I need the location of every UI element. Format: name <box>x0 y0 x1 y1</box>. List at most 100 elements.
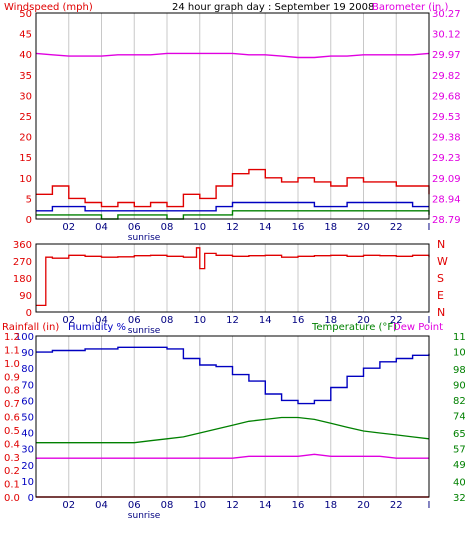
direction-tick-label: 180 <box>13 274 32 285</box>
windspeed-tick-label: 10 <box>19 174 32 185</box>
x-tick-label: 04 <box>95 500 108 511</box>
windspeed-tick-label: 5 <box>26 194 32 205</box>
windspeed-axis-title: Windspeed (mph) <box>4 2 93 13</box>
windspeed-tick-label: 15 <box>19 153 32 164</box>
x-tick-label: 08 <box>161 500 174 511</box>
humidity-tick-label: 10 <box>21 477 34 488</box>
barometer-tick-label: 29.97 <box>432 50 461 61</box>
windspeed-tick-label: 40 <box>19 50 32 61</box>
frame-layer <box>35 12 430 498</box>
barometer-tick-label: 28.94 <box>432 194 461 205</box>
temperature-tick-label: 57 <box>453 445 465 456</box>
humidity-tick-label: 80 <box>21 364 34 375</box>
plot-frame <box>35 335 430 498</box>
windspeed-tick-label: 45 <box>19 30 32 41</box>
x-tick-label: 20 <box>357 222 370 233</box>
rainfall-tick-label: 0.5 <box>4 426 20 437</box>
x-tick-label: 10 <box>193 500 206 511</box>
x-tick-label: I <box>428 222 431 233</box>
humidity-tick-label: 70 <box>21 380 34 391</box>
rainfall-tick-label: 0.0 <box>4 493 20 504</box>
temperature-tick-label: 49 <box>453 460 465 471</box>
humidity-tick-label: 90 <box>21 348 34 359</box>
windspeed-tick-label: 30 <box>19 91 32 102</box>
rainfall-tick-label: 0.9 <box>4 372 20 383</box>
direction-tick-label: 270 <box>13 257 32 268</box>
x-tick-label: 02 <box>62 222 75 233</box>
temperature-tick-label: 74 <box>453 412 465 423</box>
windspeed-tick-label: 50 <box>19 9 32 20</box>
dew-point-series-line <box>36 453 429 459</box>
temperature-tick-label: 115 <box>453 332 465 343</box>
rainfall-tick-label: 1.2 <box>4 332 20 343</box>
x-tick-label: 12 <box>226 315 239 326</box>
x-tick-label: 14 <box>259 222 272 233</box>
compass-tick-label: W <box>437 255 448 268</box>
windspeed-tick-label: 0 <box>26 215 32 226</box>
wind-direction-series-line <box>36 247 430 307</box>
barometer-tick-label: 29.68 <box>432 91 461 102</box>
x-tick-label: 04 <box>95 222 108 233</box>
humidity-tick-label: 40 <box>21 429 34 440</box>
wind-avg-series-line <box>36 201 429 212</box>
rainfall-tick-label: 1.0 <box>4 359 20 370</box>
humidity-tick-label: 30 <box>21 445 34 456</box>
x-tick-label: 18 <box>324 315 337 326</box>
barometer-tick-label: 29.38 <box>432 133 461 144</box>
temperature-tick-label: 32 <box>453 493 465 504</box>
graph-title: 24 hour graph day : September 19 2008 <box>172 2 374 13</box>
compass-tick-label: N <box>437 238 445 251</box>
temperature-tick-label: 40 <box>453 477 465 488</box>
rainfall-tick-label: 0.7 <box>4 399 20 410</box>
humidity-tick-label: 20 <box>21 461 34 472</box>
temperature-tick-label: 65 <box>453 429 465 440</box>
compass-tick-label: N <box>437 306 445 319</box>
barometer-tick-label: 29.09 <box>432 174 461 185</box>
temperature-tick-label: 98 <box>453 365 465 376</box>
windspeed-tick-label: 25 <box>19 112 32 123</box>
barometer-axis-title: Barometer (in.) <box>372 2 448 13</box>
plot-frame <box>35 12 430 220</box>
rainfall-axis-title: Rainfall (in) <box>2 322 59 333</box>
sunrise-label: sunrise <box>128 233 161 243</box>
x-tick-label: 02 <box>62 500 75 511</box>
x-tick-label: 20 <box>357 315 370 326</box>
barometer-tick-label: 29.53 <box>432 112 461 123</box>
sunrise-label: sunrise <box>128 511 161 521</box>
x-tick-label: 06 <box>128 222 141 233</box>
dew-point-axis-title: Dew Point <box>393 322 443 333</box>
x-tick-label: 04 <box>95 315 108 326</box>
x-tick-label: 14 <box>259 500 272 511</box>
windspeed-tick-label: 20 <box>19 133 32 144</box>
temperature-series-line <box>36 416 430 444</box>
rainfall-tick-label: 0.8 <box>4 386 20 397</box>
sunrise-label: sunrise <box>128 326 161 336</box>
x-tick-label: 06 <box>128 500 141 511</box>
x-tick-label: 08 <box>161 222 174 233</box>
humidity-tick-label: 100 <box>15 332 34 343</box>
x-tick-label: 12 <box>226 222 239 233</box>
humidity-tick-label: 0 <box>28 493 34 504</box>
x-tick-label: 16 <box>292 500 305 511</box>
x-tick-label: 12 <box>226 500 239 511</box>
rainfall-tick-label: 0.6 <box>4 413 20 424</box>
rainfall-tick-label: 0.2 <box>4 466 20 477</box>
plot-frame <box>35 243 430 313</box>
humidity-tick-label: 50 <box>21 413 34 424</box>
direction-tick-label: 360 <box>13 240 32 251</box>
x-tick-label: 14 <box>259 315 272 326</box>
rainfall-tick-label: 0.4 <box>4 439 20 450</box>
x-tick-label: 16 <box>292 315 305 326</box>
x-tick-label: 08 <box>161 315 174 326</box>
x-tick-label: 18 <box>324 500 337 511</box>
barometer-tick-label: 30.27 <box>432 9 461 20</box>
compass-tick-label: E <box>437 289 444 302</box>
compass-tick-label: S <box>437 272 444 285</box>
x-tick-label: 22 <box>390 222 403 233</box>
x-tick-label: 18 <box>324 222 337 233</box>
temperature-tick-label: 107 <box>453 348 465 359</box>
barometer-series-line <box>35 52 430 59</box>
barometer-tick-label: 29.82 <box>432 71 461 82</box>
